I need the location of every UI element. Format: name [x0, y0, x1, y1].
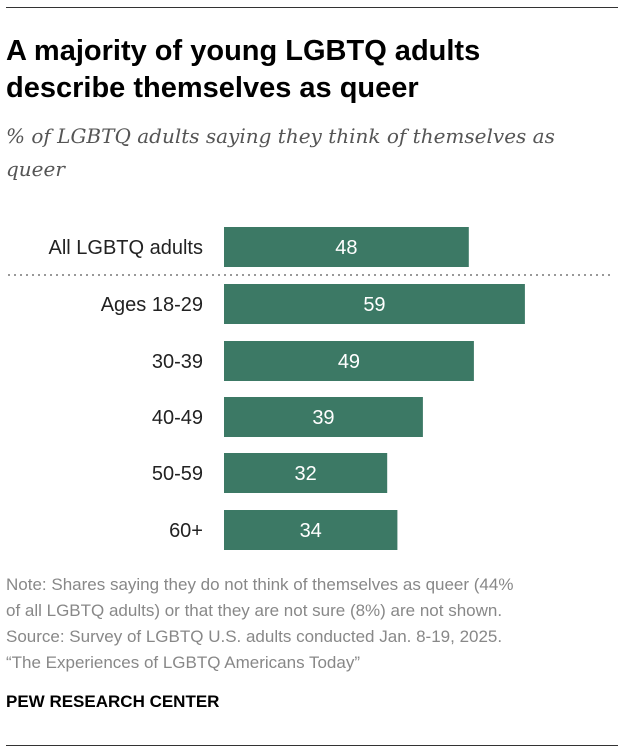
bar [224, 284, 525, 324]
category-label: 50-59 [152, 463, 203, 485]
bar-value-label: 48 [335, 237, 357, 259]
bar [224, 227, 469, 267]
note-line: Note: Shares saying they do not think of… [6, 575, 514, 594]
bar-value-label: 39 [312, 407, 334, 429]
bar-chart: All LGBTQ adults 48 Ages 18-29 59 30-39 49 40-… [8, 227, 614, 550]
pew-branding: PEW RESEARCH CENTER [6, 692, 220, 711]
bar-value-label: 32 [294, 463, 316, 485]
note-line: of all LGBTQ adults) or that they are no… [6, 601, 503, 620]
bar [224, 397, 423, 437]
chart-note: Note: Shares saying they do not think of… [6, 572, 616, 676]
report-title-line: “The Experiences of LGBTQ Americans Toda… [6, 653, 361, 672]
bar-value-label: 59 [363, 294, 385, 316]
top-rule [6, 7, 618, 8]
chart-title: A majority of young LGBTQ adults describ… [6, 35, 481, 104]
source-line: Source: Survey of LGBTQ U.S. adults cond… [6, 627, 503, 646]
bottom-rule [6, 745, 618, 746]
category-label: 60+ [169, 520, 203, 542]
category-label: 40-49 [152, 407, 203, 429]
bar [224, 341, 474, 381]
bar [224, 510, 398, 550]
category-label: 30-39 [152, 351, 203, 373]
category-label: All LGBTQ adults [48, 237, 203, 259]
category-label: Ages 18-29 [101, 294, 203, 316]
chart-subtitle: % of LGBTQ adults saying they think of t… [6, 124, 555, 181]
bar [224, 453, 388, 493]
bar-value-label: 34 [300, 520, 322, 542]
bar-value-label: 49 [338, 351, 360, 373]
